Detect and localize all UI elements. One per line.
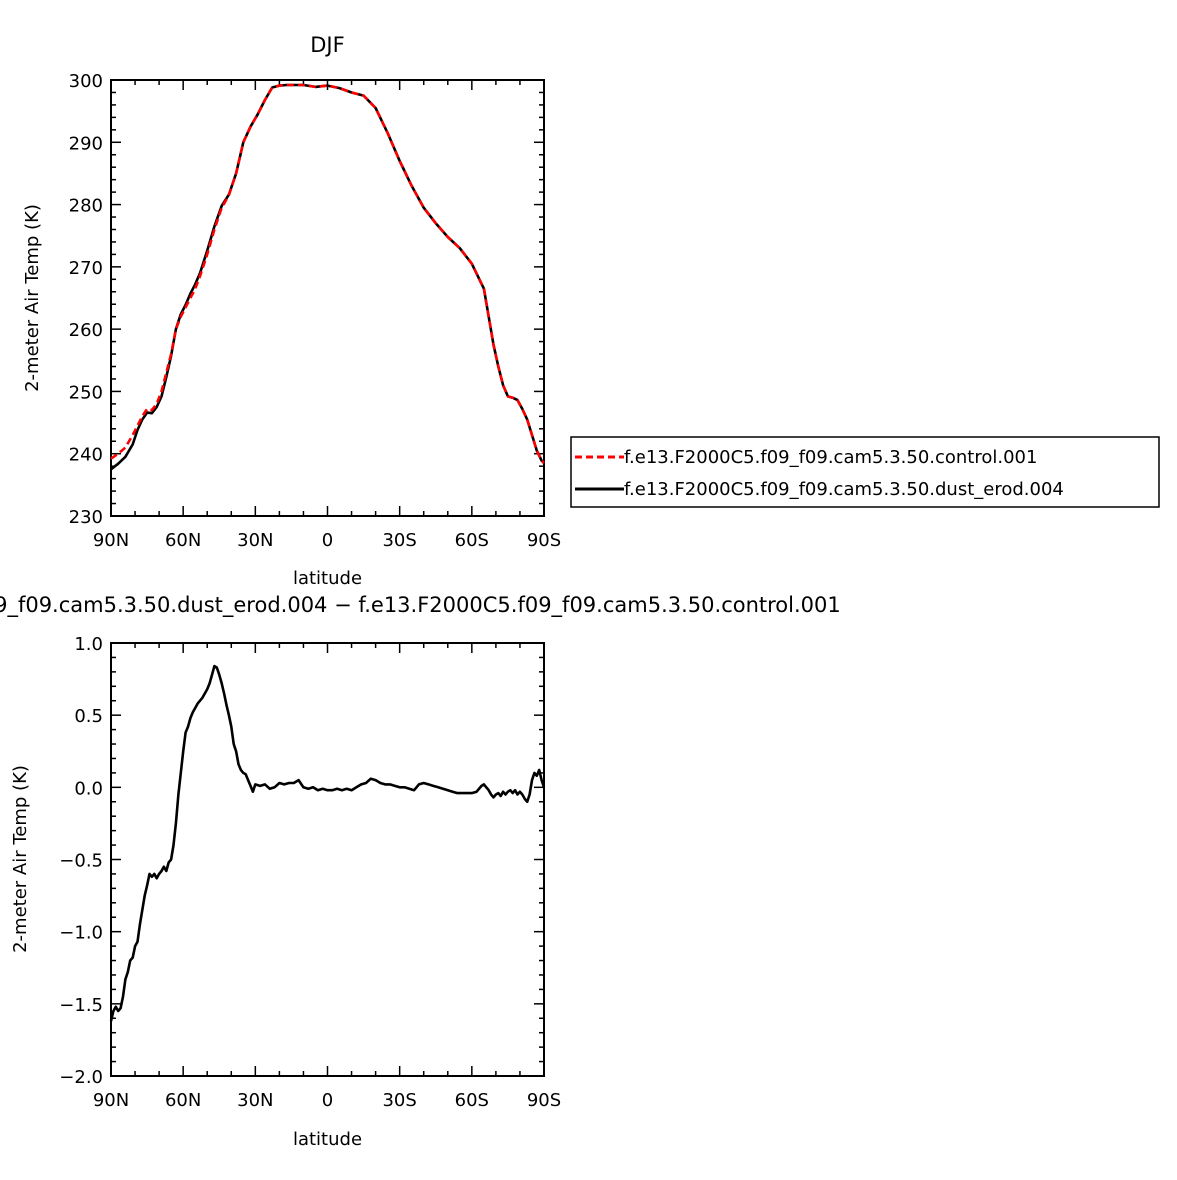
y-tick-label: 1.0: [74, 634, 103, 655]
series-line-0-0: [110, 83, 545, 465]
y-tick-label: −1.0: [59, 923, 103, 944]
y-tick-label: 240: [69, 445, 103, 466]
series-line-0-1: [110, 83, 545, 471]
y-tick-label: 0.5: [74, 706, 103, 727]
legend-box: [570, 436, 1160, 508]
y-tick-label: 250: [69, 382, 103, 403]
chart1-ticks: 90N 60N 30N 0 30S 60S 90S 230 240 250 260 270 280 290…: [69, 71, 562, 551]
series-line-1-0: [109, 664, 546, 1022]
chart2-plot-frame: [110, 642, 545, 1077]
x-tick-label: 90S: [527, 530, 561, 551]
x-tick-label: 30S: [382, 1090, 416, 1111]
y-tick-label: 280: [69, 196, 103, 217]
y-tick-label: 230: [69, 507, 103, 528]
x-tick-label: 60N: [165, 1090, 201, 1111]
y-tick-label: −0.5: [59, 851, 103, 872]
y-tick-label: −2.0: [59, 1067, 103, 1088]
x-tick-label: 90N: [93, 530, 129, 551]
chart1-lines: [110, 83, 545, 471]
legend-label-control: f.e13.F2000C5.f09_f09.cam5.3.50.control.…: [624, 447, 1037, 468]
chart1-plot-frame: [110, 79, 545, 517]
chart2-y-axis-label: 2-meter Air Temp (K): [10, 765, 31, 953]
temperature-chart: DJF 90N 60N 30N 0 30S 60S 90S 230 240 250 260 270 28…: [22, 33, 561, 589]
x-tick-label: 60S: [455, 530, 489, 551]
chart2-ticks: 90N 60N 30N 0 30S 60S 90S −2.0 −1.5 −1.0 −0.5 0.0 0.…: [59, 634, 561, 1111]
chart2-title: f.e13.F2000C5.f09_f09.cam5.3.50.dust_ero…: [0, 593, 841, 618]
chart1-x-axis-label: latitude: [293, 568, 362, 589]
x-tick-label: 30N: [237, 1090, 273, 1111]
x-tick-label: 0: [322, 1090, 333, 1111]
x-tick-label: 60S: [455, 1090, 489, 1111]
x-tick-label: 90S: [527, 1090, 561, 1111]
y-tick-label: 290: [69, 133, 103, 154]
difference-chart: f.e13.F2000C5.f09_f09.cam5.3.50.dust_ero…: [0, 593, 841, 1150]
legend: f.e13.F2000C5.f09_f09.cam5.3.50.control.…: [570, 436, 1160, 508]
y-tick-label: 0.0: [74, 778, 103, 799]
y-tick-label: 300: [69, 71, 103, 92]
y-tick-label: 260: [69, 320, 103, 341]
chart2-lines: [109, 664, 546, 1022]
y-tick-label: −1.5: [59, 995, 103, 1016]
x-tick-label: 30S: [382, 530, 416, 551]
chart1-y-axis-label: 2-meter Air Temp (K): [22, 204, 43, 392]
y-tick-label: 270: [69, 258, 103, 279]
x-tick-label: 90N: [93, 1090, 129, 1111]
legend-label-dust-erod: f.e13.F2000C5.f09_f09.cam5.3.50.dust_ero…: [624, 479, 1064, 500]
x-tick-label: 30N: [237, 530, 273, 551]
x-tick-label: 60N: [165, 530, 201, 551]
x-tick-label: 0: [322, 530, 333, 551]
chart2-x-axis-label: latitude: [293, 1129, 362, 1150]
chart1-title: DJF: [310, 33, 344, 57]
